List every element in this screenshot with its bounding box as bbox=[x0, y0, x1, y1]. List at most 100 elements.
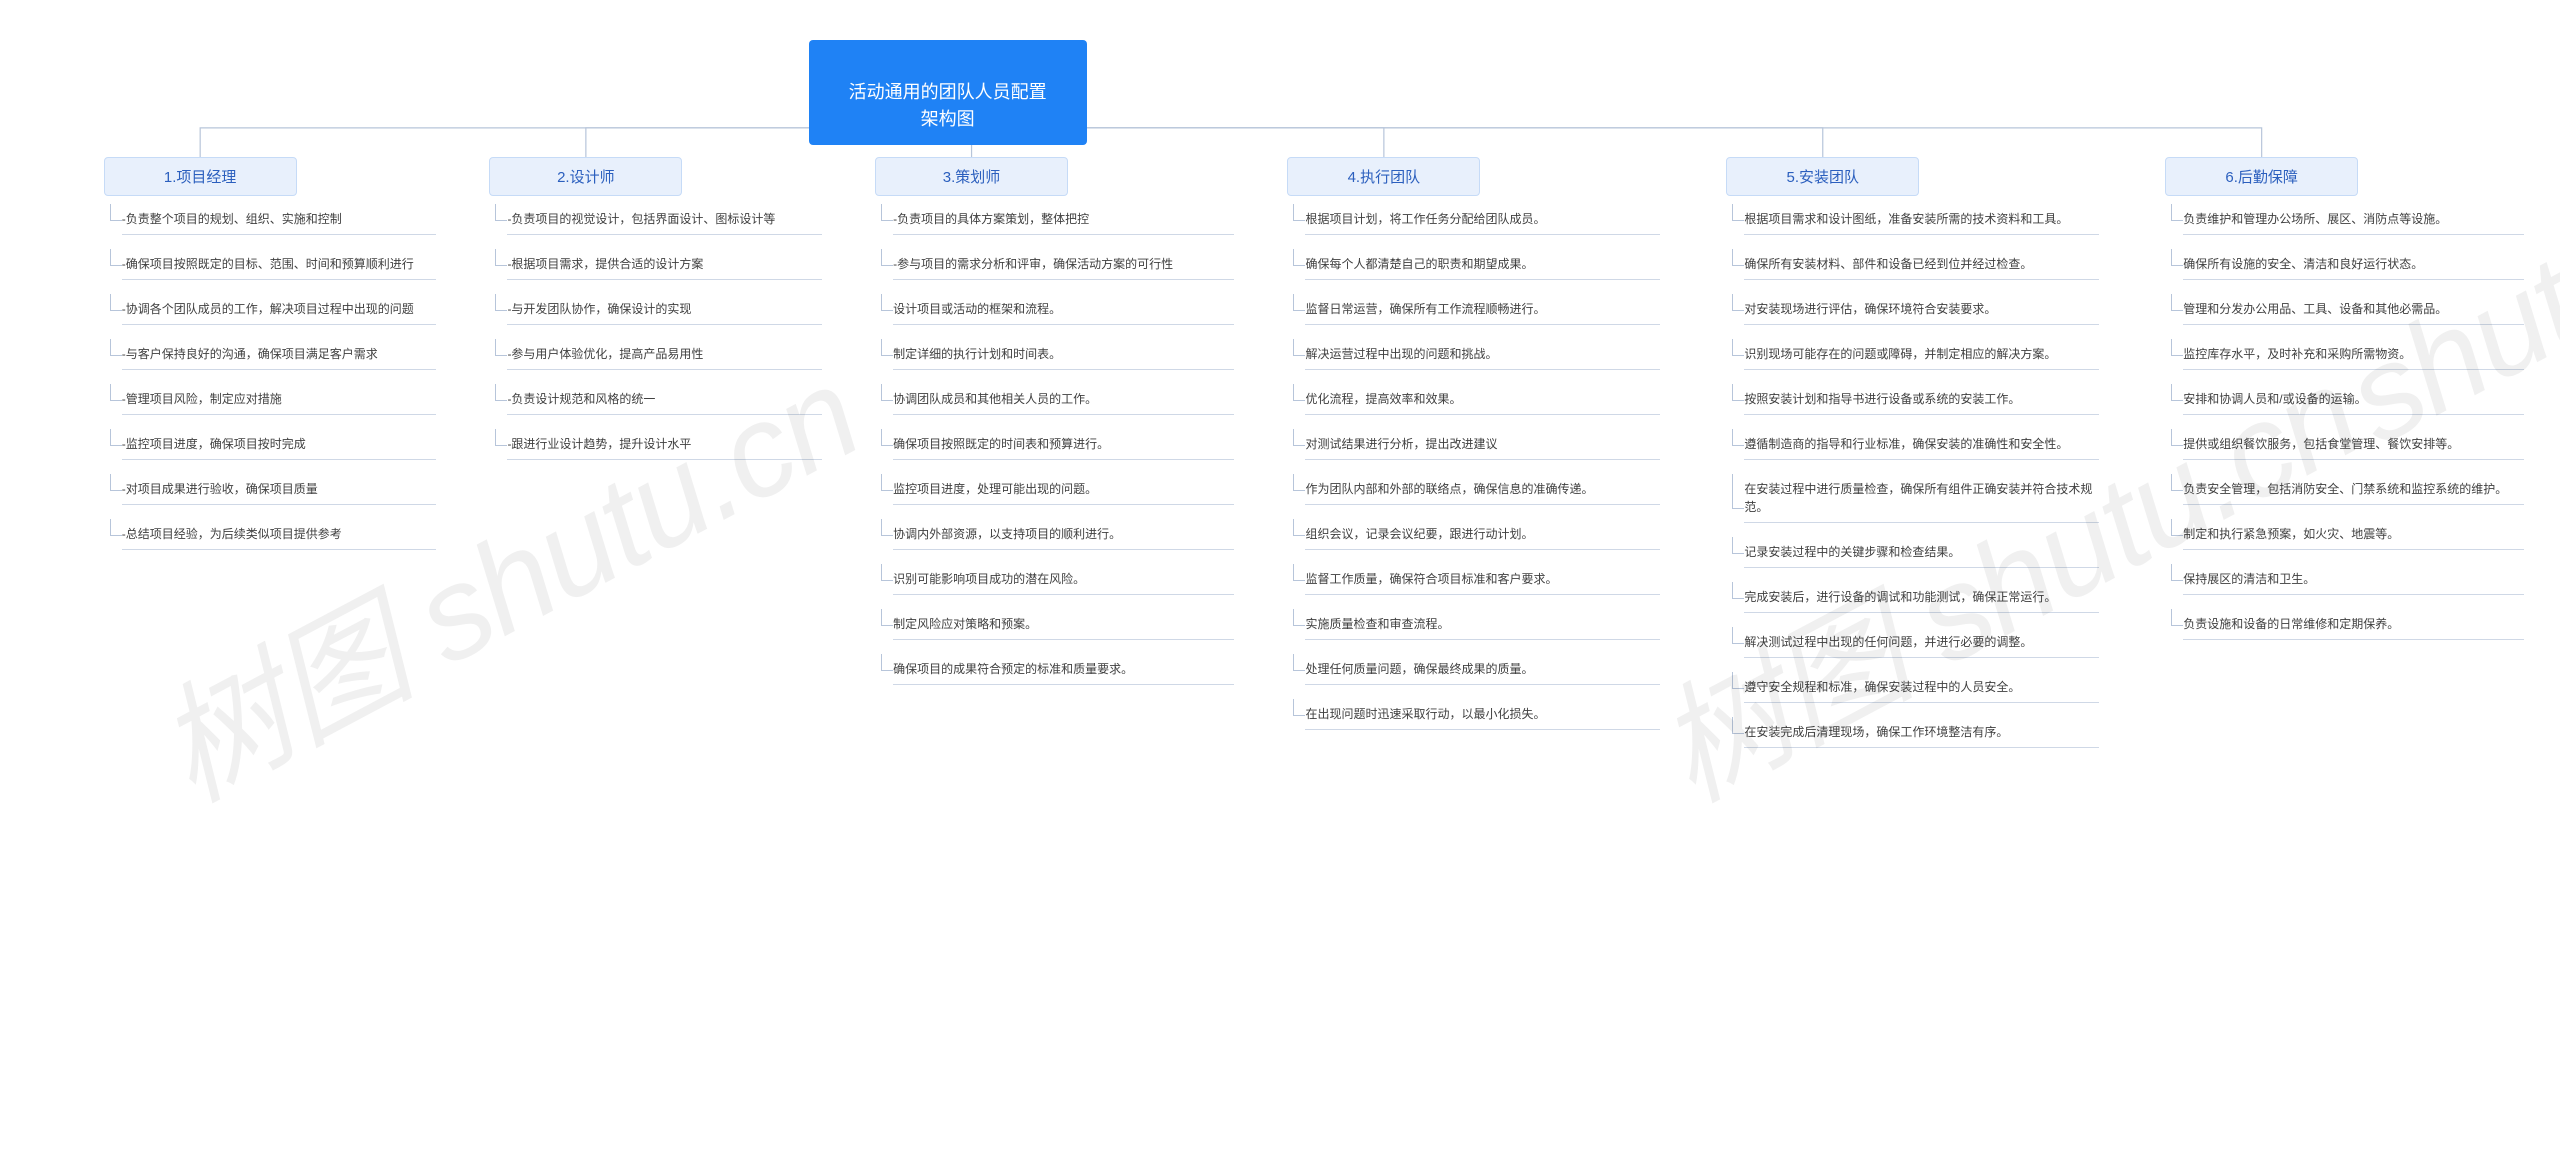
list-item: 制定和执行紧急预案，如火灾、地震等。 bbox=[2165, 519, 2524, 550]
item-text: 协调团队成员和其他相关人员的工作。 bbox=[893, 384, 1234, 415]
item-text: 记录安装过程中的关键步骤和检查结果。 bbox=[1744, 537, 2098, 568]
list-item: 设计项目或活动的框架和流程。 bbox=[875, 294, 1234, 325]
list-item: 确保所有设施的安全、清洁和良好运行状态。 bbox=[2165, 249, 2524, 280]
list-item: -负责设计规范和风格的统一 bbox=[489, 384, 822, 415]
list-item: 作为团队内部和外部的联络点，确保信息的准确传递。 bbox=[1287, 474, 1659, 505]
list-item: 协调团队成员和其他相关人员的工作。 bbox=[875, 384, 1234, 415]
branch-items: 根据项目计划，将工作任务分配给团队成员。确保每个人都清楚自己的职责和期望成果。监… bbox=[1287, 196, 1659, 730]
list-item: 对测试结果进行分析，提出改进建议 bbox=[1287, 429, 1659, 460]
item-text: -协调各个团队成员的工作，解决项目过程中出现的问题 bbox=[122, 294, 437, 325]
list-item: 根据项目需求和设计图纸，准备安装所需的技术资料和工具。 bbox=[1726, 204, 2098, 235]
list-item: -负责项目的具体方案策划，整体把控 bbox=[875, 204, 1234, 235]
branch-exec: 4.执行团队根据项目计划，将工作任务分配给团队成员。确保每个人都清楚自己的职责和… bbox=[1287, 157, 1659, 744]
item-text: 对安装现场进行评估，确保环境符合安装要求。 bbox=[1744, 294, 2098, 325]
item-text: 管理和分发办公用品、工具、设备和其他必需品。 bbox=[2183, 294, 2524, 325]
branch-items: -负责项目的视觉设计，包括界面设计、图标设计等-根据项目需求，提供合适的设计方案… bbox=[489, 196, 822, 460]
item-text: 按照安装计划和指导书进行设备或系统的安装工作。 bbox=[1744, 384, 2098, 415]
item-text: -管理项目风险，制定应对措施 bbox=[122, 384, 437, 415]
list-item: 提供或组织餐饮服务，包括食堂管理、餐饮安排等。 bbox=[2165, 429, 2524, 460]
branch-title: 4.执行团队 bbox=[1348, 169, 1421, 186]
branch-header-pm: 1.项目经理 bbox=[104, 157, 297, 196]
branch-planner: 3.策划师 -负责项目的具体方案策划，整体把控 -参与项目的需求分析和评审，确保活动… bbox=[875, 157, 1234, 699]
item-text: 在安装完成后清理现场，确保工作环境整洁有序。 bbox=[1744, 717, 2098, 748]
item-text: 在出现问题时迅速采取行动，以最小化损失。 bbox=[1305, 699, 1659, 730]
list-item: 在出现问题时迅速采取行动，以最小化损失。 bbox=[1287, 699, 1659, 730]
item-text: 设计项目或活动的框架和流程。 bbox=[893, 294, 1234, 325]
branch-title: 1.项目经理 bbox=[164, 169, 237, 186]
list-item: 确保项目的成果符合预定的标准和质量要求。 bbox=[875, 654, 1234, 685]
list-item: 实施质量检查和审查流程。 bbox=[1287, 609, 1659, 640]
item-text: 遵循制造商的指导和行业标准，确保安装的准确性和安全性。 bbox=[1744, 429, 2098, 460]
item-text: -负责项目的具体方案策划，整体把控 bbox=[893, 204, 1234, 235]
list-item: 遵循制造商的指导和行业标准，确保安装的准确性和安全性。 bbox=[1726, 429, 2098, 460]
branch-title: 6.后勤保障 bbox=[2225, 169, 2298, 186]
item-text: 解决运营过程中出现的问题和挑战。 bbox=[1305, 339, 1659, 370]
item-text: 遵守安全规程和标准，确保安装过程中的人员安全。 bbox=[1744, 672, 2098, 703]
list-item: -参与项目的需求分析和评审，确保活动方案的可行性 bbox=[875, 249, 1234, 280]
item-text: -负责设计规范和风格的统一 bbox=[507, 384, 822, 415]
list-item: 确保每个人都清楚自己的职责和期望成果。 bbox=[1287, 249, 1659, 280]
item-text: 根据项目需求和设计图纸，准备安装所需的技术资料和工具。 bbox=[1744, 204, 2098, 235]
list-item: 制定风险应对策略和预案。 bbox=[875, 609, 1234, 640]
item-text: 确保所有设施的安全、清洁和良好运行状态。 bbox=[2183, 249, 2524, 280]
list-item: 监督工作质量，确保符合项目标准和客户要求。 bbox=[1287, 564, 1659, 595]
item-text: -与开发团队协作，确保设计的实现 bbox=[507, 294, 822, 325]
item-text: 确保项目按照既定的时间表和预算进行。 bbox=[893, 429, 1234, 460]
list-item: -对项目成果进行验收，确保项目质量 bbox=[104, 474, 437, 505]
item-text: 协调内外部资源，以支持项目的顺利进行。 bbox=[893, 519, 1234, 550]
item-text: 完成安装后，进行设备的调试和功能测试，确保正常运行。 bbox=[1744, 582, 2098, 613]
branch-install: 5.安装团队根据项目需求和设计图纸，准备安装所需的技术资料和工具。确保所有安装材… bbox=[1726, 157, 2098, 762]
item-text: 负责安全管理，包括消防安全、门禁系统和监控系统的维护。 bbox=[2183, 474, 2524, 505]
branch-pm: 1.项目经理 -负责整个项目的规划、组织、实施和控制 -确保项目按照既定的目标、范围… bbox=[104, 157, 437, 564]
list-item: 在安装过程中进行质量检查，确保所有组件正确安装并符合技术规范。 bbox=[1726, 474, 2098, 523]
list-item: 识别现场可能存在的问题或障碍，并制定相应的解决方案。 bbox=[1726, 339, 2098, 370]
item-text: 负责设施和设备的日常维修和定期保养。 bbox=[2183, 609, 2524, 640]
list-item: -监控项目进度，确保项目按时完成 bbox=[104, 429, 437, 460]
item-text: 对测试结果进行分析，提出改进建议 bbox=[1305, 429, 1659, 460]
list-item: 根据项目计划，将工作任务分配给团队成员。 bbox=[1287, 204, 1659, 235]
item-text: 保持展区的清洁和卫生。 bbox=[2183, 564, 2524, 595]
item-text: 制定详细的执行计划和时间表。 bbox=[893, 339, 1234, 370]
branch-items: 负责维护和管理办公场所、展区、消防点等设施。确保所有设施的安全、清洁和良好运行状… bbox=[2165, 196, 2524, 640]
item-text: 监控项目进度，处理可能出现的问题。 bbox=[893, 474, 1234, 505]
list-item: -负责整个项目的规划、组织、实施和控制 bbox=[104, 204, 437, 235]
list-item: 制定详细的执行计划和时间表。 bbox=[875, 339, 1234, 370]
item-text: -总结项目经验，为后续类似项目提供参考 bbox=[122, 519, 437, 550]
list-item: 管理和分发办公用品、工具、设备和其他必需品。 bbox=[2165, 294, 2524, 325]
branch-items: -负责项目的具体方案策划，整体把控 -参与项目的需求分析和评审，确保活动方案的可行… bbox=[875, 196, 1234, 685]
list-item: -与开发团队协作，确保设计的实现 bbox=[489, 294, 822, 325]
list-item: 监督日常运营，确保所有工作流程顺畅进行。 bbox=[1287, 294, 1659, 325]
item-text: -与客户保持良好的沟通，确保项目满足客户需求 bbox=[122, 339, 437, 370]
list-item: -参与用户体验优化，提高产品易用性 bbox=[489, 339, 822, 370]
item-text: 负责维护和管理办公场所、展区、消防点等设施。 bbox=[2183, 204, 2524, 235]
item-text: 处理任何质量问题，确保最终成果的质量。 bbox=[1305, 654, 1659, 685]
branch-title: 2.设计师 bbox=[557, 169, 615, 186]
branch-header-planner: 3.策划师 bbox=[875, 157, 1068, 196]
list-item: -确保项目按照既定的目标、范围、时间和预算顺利进行 bbox=[104, 249, 437, 280]
item-text: -监控项目进度，确保项目按时完成 bbox=[122, 429, 437, 460]
item-text: 根据项目计划，将工作任务分配给团队成员。 bbox=[1305, 204, 1659, 235]
item-text: 作为团队内部和外部的联络点，确保信息的准确传递。 bbox=[1305, 474, 1659, 505]
item-text: -对项目成果进行验收，确保项目质量 bbox=[122, 474, 437, 505]
list-item: 遵守安全规程和标准，确保安装过程中的人员安全。 bbox=[1726, 672, 2098, 703]
item-text: -参与用户体验优化，提高产品易用性 bbox=[507, 339, 822, 370]
item-text: 确保所有安装材料、部件和设备已经到位并经过检查。 bbox=[1744, 249, 2098, 280]
branch-header-designer: 2.设计师 bbox=[489, 157, 682, 196]
item-text: 安排和协调人员和/或设备的运输。 bbox=[2183, 384, 2524, 415]
list-item: 解决测试过程中出现的任何问题，并进行必要的调整。 bbox=[1726, 627, 2098, 658]
list-item: 负责设施和设备的日常维修和定期保养。 bbox=[2165, 609, 2524, 640]
item-text: -负责项目的视觉设计，包括界面设计、图标设计等 bbox=[507, 204, 822, 235]
branch-header-logistics: 6.后勤保障 bbox=[2165, 157, 2358, 196]
branch-title: 3.策划师 bbox=[943, 169, 1001, 186]
branch-logistics: 6.后勤保障负责维护和管理办公场所、展区、消防点等设施。确保所有设施的安全、清洁… bbox=[2165, 157, 2524, 654]
list-item: 安排和协调人员和/或设备的运输。 bbox=[2165, 384, 2524, 415]
list-item: 监控项目进度，处理可能出现的问题。 bbox=[875, 474, 1234, 505]
list-item: 对安装现场进行评估，确保环境符合安装要求。 bbox=[1726, 294, 2098, 325]
list-item: 负责维护和管理办公场所、展区、消防点等设施。 bbox=[2165, 204, 2524, 235]
list-item: 负责安全管理，包括消防安全、门禁系统和监控系统的维护。 bbox=[2165, 474, 2524, 505]
item-text: -确保项目按照既定的目标、范围、时间和预算顺利进行 bbox=[122, 249, 437, 280]
item-text: 实施质量检查和审查流程。 bbox=[1305, 609, 1659, 640]
list-item: -总结项目经验，为后续类似项目提供参考 bbox=[104, 519, 437, 550]
item-text: 在安装过程中进行质量检查，确保所有组件正确安装并符合技术规范。 bbox=[1744, 474, 2098, 523]
item-text: 监督工作质量，确保符合项目标准和客户要求。 bbox=[1305, 564, 1659, 595]
